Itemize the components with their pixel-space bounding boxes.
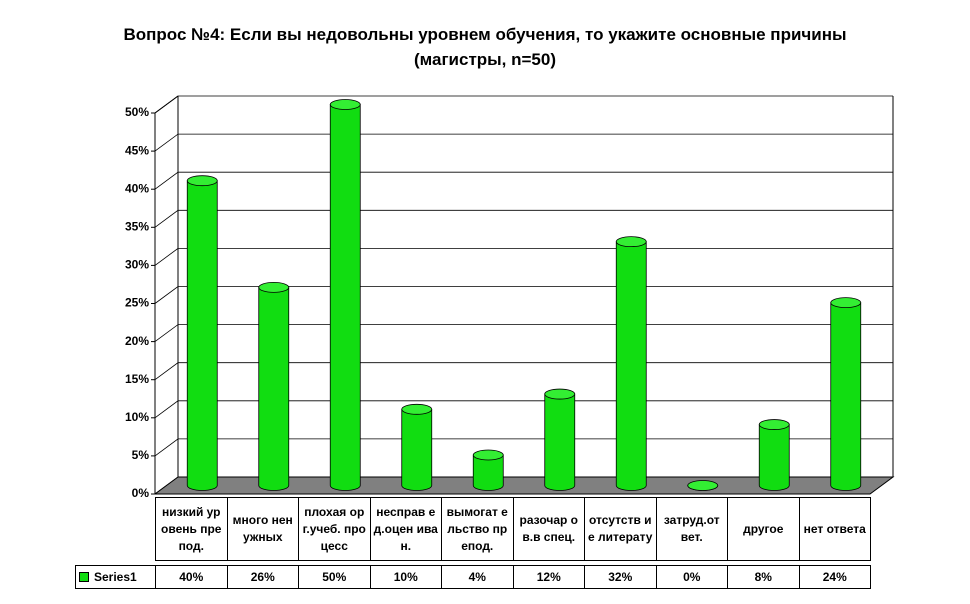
y-tick-label: 40% — [125, 181, 149, 195]
y-tick-label: 50% — [125, 105, 149, 119]
bar — [758, 424, 790, 491]
value-label: 12% — [512, 565, 585, 589]
bar-top — [401, 403, 433, 415]
grid-line — [154, 438, 893, 457]
y-tick-label: 30% — [125, 258, 149, 272]
bar-top — [186, 175, 218, 187]
bar-top — [615, 236, 647, 248]
value-label: 4% — [441, 565, 514, 589]
grid-line — [154, 248, 893, 266]
bar-top — [329, 99, 361, 110]
category-label: отсутств ие литерату — [584, 497, 657, 561]
legend-swatch — [79, 572, 89, 582]
bar — [401, 408, 433, 491]
value-label: 0% — [655, 565, 728, 589]
bar — [472, 454, 504, 491]
y-tick-label: 5% — [132, 448, 150, 462]
y-tick-label: 10% — [125, 410, 149, 424]
grid-line — [154, 209, 893, 228]
category-label: плохая орг.учеб. процесс — [298, 497, 371, 561]
bar-top — [687, 480, 719, 491]
y-tick-label: 45% — [125, 143, 149, 157]
y-tick-label: 0% — [132, 486, 150, 500]
category-label: несправ ед.оцен иван. — [369, 497, 442, 561]
value-label: 8% — [727, 565, 800, 589]
category-label: низкий уровень препод. — [155, 497, 228, 561]
grid-line — [154, 400, 893, 419]
category-label: много ненужных — [226, 497, 299, 561]
bar-top — [258, 281, 290, 293]
grid-line — [154, 286, 893, 304]
value-label: 50% — [298, 565, 371, 589]
chart-title: Вопрос №4: Если вы недовольны уровнем об… — [123, 25, 847, 69]
bar-top — [472, 449, 504, 461]
grid-line — [154, 133, 893, 152]
category-label: разочар ов.в спец. — [512, 497, 585, 561]
bar — [830, 302, 862, 491]
grid-line — [154, 362, 893, 381]
y-tick-label: 25% — [125, 296, 149, 310]
bar — [258, 286, 290, 491]
grid-line — [154, 171, 893, 190]
category-label: другое — [727, 497, 800, 561]
bar — [615, 241, 647, 491]
value-label: 26% — [226, 565, 299, 589]
bar-top — [544, 388, 576, 400]
value-label: 40% — [155, 565, 228, 589]
bar — [329, 104, 361, 491]
bar — [544, 393, 576, 491]
bar-top — [830, 297, 862, 309]
grid-line — [154, 324, 893, 342]
value-label: 24% — [798, 565, 871, 589]
bar-top — [758, 419, 790, 430]
y-tick-label: 35% — [125, 219, 149, 233]
y-tick-label: 20% — [125, 334, 149, 348]
grid-line — [154, 95, 893, 114]
category-label: нет ответа — [798, 497, 871, 561]
legend: Series1 — [75, 565, 156, 589]
value-label: 10% — [369, 565, 442, 589]
legend-label: Series1 — [94, 569, 137, 584]
category-label: вымогат ельство препод. — [441, 497, 514, 561]
category-label: затруд.от вет. — [655, 497, 728, 561]
y-tick-label: 15% — [125, 372, 149, 386]
bar — [186, 180, 218, 491]
value-label: 32% — [584, 565, 657, 589]
